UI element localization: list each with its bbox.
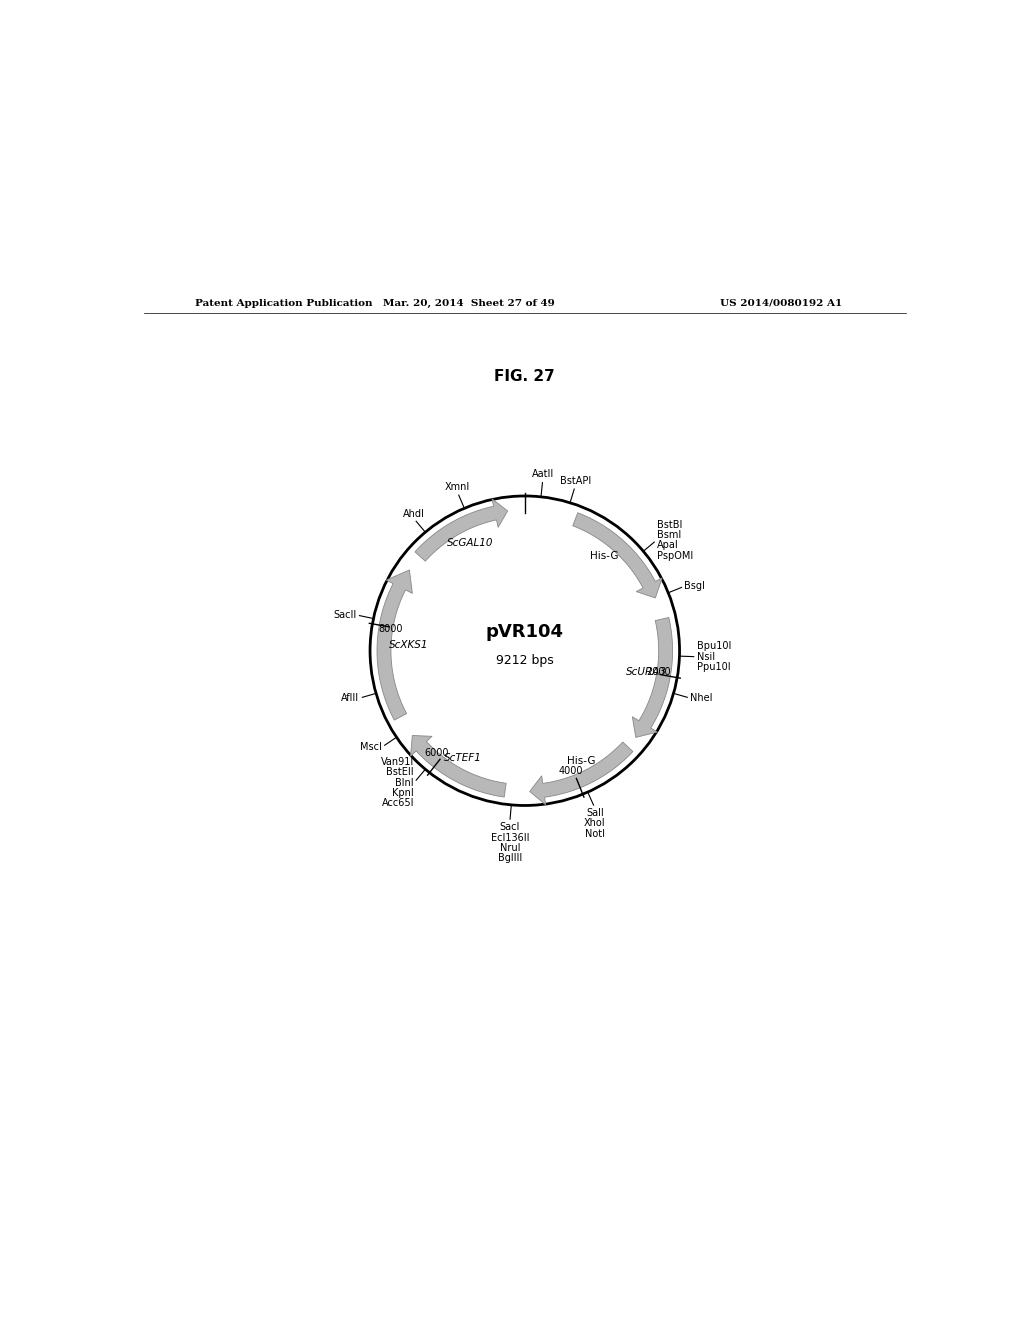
Text: BstAPI: BstAPI — [559, 477, 591, 486]
Text: AflII: AflII — [341, 693, 359, 704]
Text: US 2014/0080192 A1: US 2014/0080192 A1 — [720, 298, 842, 308]
Text: 4000: 4000 — [559, 766, 584, 776]
Text: BglIII: BglIII — [498, 853, 522, 863]
Text: PspOMI: PspOMI — [656, 550, 693, 561]
Text: FIG. 27: FIG. 27 — [495, 370, 555, 384]
Text: ScTEF1: ScTEF1 — [444, 752, 482, 763]
Text: BsmI: BsmI — [656, 529, 681, 540]
Text: BsgI: BsgI — [684, 581, 706, 591]
Text: BlnI: BlnI — [395, 777, 414, 788]
Text: Bpu10I: Bpu10I — [697, 642, 731, 652]
Text: XhoI: XhoI — [584, 818, 605, 829]
Polygon shape — [411, 735, 506, 797]
Text: Ppu10I: Ppu10I — [697, 663, 730, 672]
Text: 6000: 6000 — [424, 748, 449, 758]
Text: Van91I: Van91I — [381, 756, 414, 767]
Text: EcI136II: EcI136II — [490, 833, 529, 842]
Text: KpnI: KpnI — [392, 788, 414, 799]
Text: MscI: MscI — [360, 742, 382, 752]
Polygon shape — [415, 499, 508, 561]
Text: ScXKS1: ScXKS1 — [389, 640, 429, 649]
Text: His-G: His-G — [566, 756, 595, 766]
Text: Mar. 20, 2014  Sheet 27 of 49: Mar. 20, 2014 Sheet 27 of 49 — [383, 298, 555, 308]
Text: BstBI: BstBI — [656, 520, 682, 529]
Text: SalI: SalI — [586, 808, 604, 818]
Polygon shape — [529, 742, 633, 805]
Text: NruI: NruI — [500, 843, 520, 853]
Text: 9212 bps: 9212 bps — [496, 653, 554, 667]
Text: SacII: SacII — [333, 610, 356, 620]
Text: Acc65I: Acc65I — [382, 799, 414, 808]
Text: pVR104: pVR104 — [485, 623, 564, 642]
Text: NotI: NotI — [585, 829, 605, 838]
Text: XmnI: XmnI — [444, 482, 470, 492]
Text: His-G: His-G — [590, 550, 618, 561]
Polygon shape — [572, 512, 663, 598]
Text: AatII: AatII — [531, 470, 554, 479]
Text: BstEII: BstEII — [386, 767, 414, 777]
Text: Patent Application Publication: Patent Application Publication — [196, 298, 373, 308]
Polygon shape — [633, 618, 673, 738]
Text: AhdI: AhdI — [403, 508, 425, 519]
Text: SacI: SacI — [500, 822, 520, 833]
Text: 2000: 2000 — [647, 667, 672, 677]
Text: ApaI: ApaI — [656, 540, 679, 550]
Text: 8000: 8000 — [379, 624, 402, 634]
Text: NheI: NheI — [690, 693, 713, 704]
Text: NsiI: NsiI — [697, 652, 715, 661]
Polygon shape — [377, 570, 413, 721]
Text: ScGAL10: ScGAL10 — [446, 539, 494, 548]
Text: ScURA3: ScURA3 — [627, 667, 668, 677]
